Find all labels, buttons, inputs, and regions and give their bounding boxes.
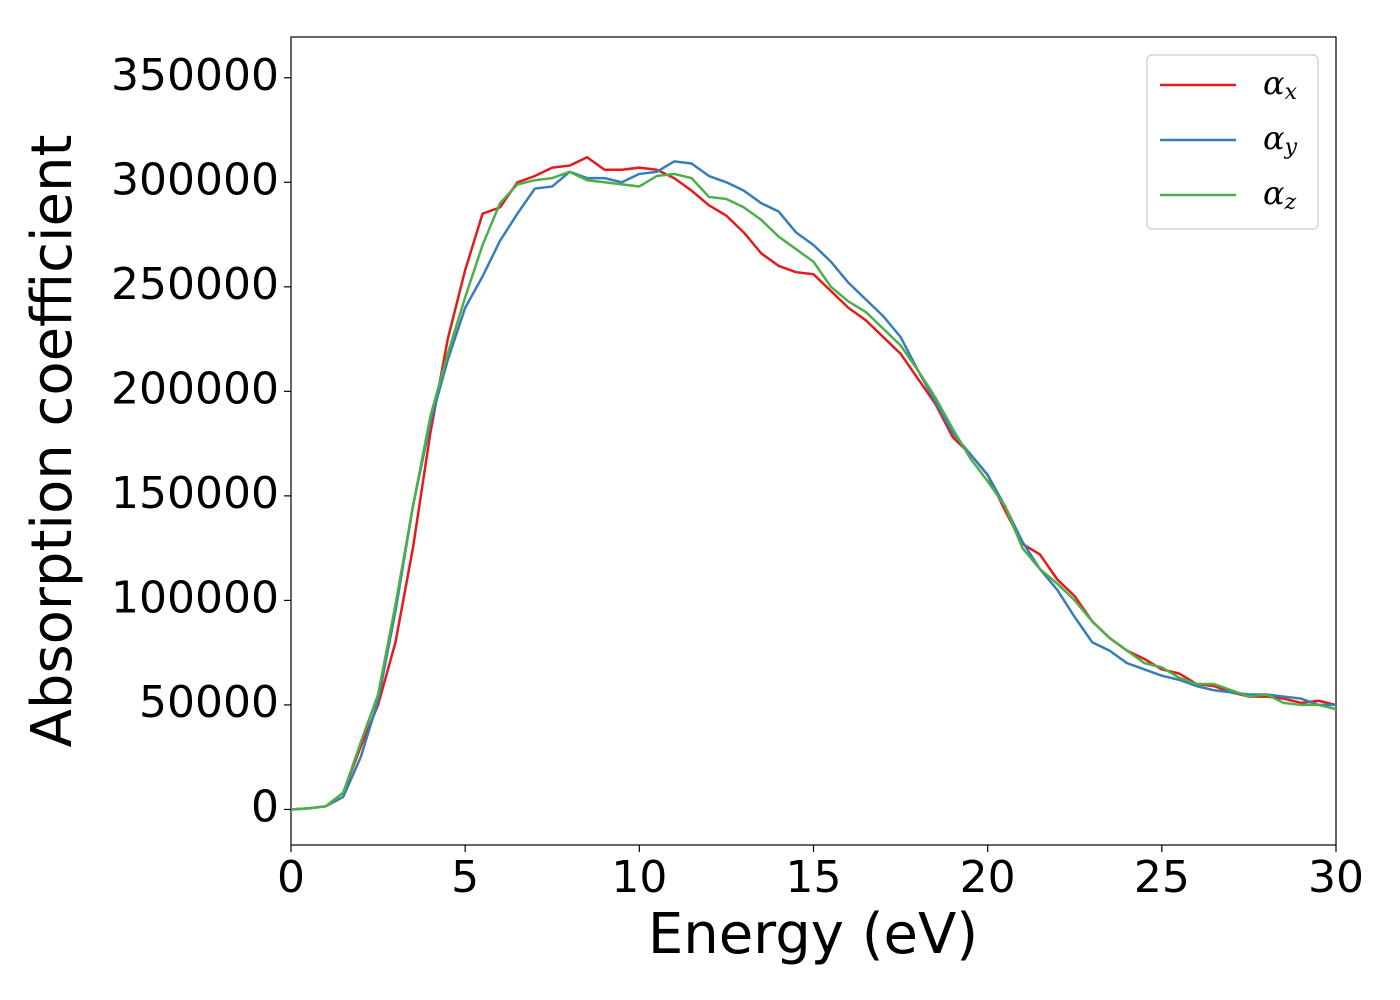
y-tick-label: 50000: [139, 677, 279, 728]
legend-label: αz: [1263, 174, 1297, 216]
x-tick-label: 30: [1308, 852, 1364, 903]
legend-box: [1146, 54, 1319, 230]
y-tick-label: 300000: [111, 154, 279, 205]
y-tick-label: 150000: [111, 468, 279, 519]
x-tick-label: 20: [960, 852, 1016, 903]
x-tick-label: 0: [277, 852, 305, 903]
y-tick-label: 0: [251, 781, 279, 832]
x-tick-label: 15: [786, 852, 842, 903]
x-axis-label: Energy (eV): [648, 902, 978, 967]
y-tick-label: 350000: [111, 50, 279, 101]
y-tick-label: 200000: [111, 363, 279, 414]
legend-label: αx: [1263, 64, 1298, 106]
x-tick-label: 25: [1134, 852, 1190, 903]
x-tick-label: 10: [611, 852, 667, 903]
y-tick-label: 100000: [111, 572, 279, 623]
legend-label: αy: [1263, 119, 1298, 161]
data-line: [290, 170, 1337, 811]
y-axis-label: Absorption coefficient: [20, 135, 85, 748]
data-line: [290, 155, 1337, 811]
y-tick-label: 250000: [111, 259, 279, 310]
x-tick-label: 5: [451, 852, 479, 903]
data-line: [290, 160, 1336, 811]
